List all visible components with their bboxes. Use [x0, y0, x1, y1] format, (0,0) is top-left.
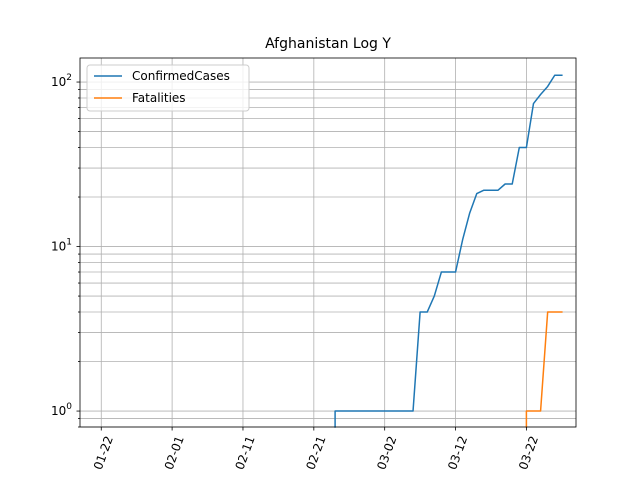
legend-label: Fatalities — [132, 91, 186, 105]
x-tick-label: 03-02 — [374, 434, 399, 472]
series-line-fatalities — [525, 311, 563, 428]
y-tick-label: 100 — [51, 402, 72, 418]
legend-box — [86, 64, 250, 112]
y-tick-label: 102 — [51, 73, 72, 89]
x-tick-label: 03-22 — [516, 434, 541, 472]
x-tick-label: 03-12 — [445, 434, 470, 472]
plot-frame — [79, 57, 577, 428]
series-layer — [334, 74, 563, 428]
x-tick-label: 02-01 — [162, 434, 187, 472]
x-tick-label: 02-21 — [303, 434, 328, 472]
x-tick-label: 01-22 — [91, 434, 116, 472]
y-tick-label: 101 — [51, 238, 72, 254]
legend-label: ConfirmedCases — [132, 69, 230, 83]
chart-title: Afghanistan Log Y — [265, 36, 391, 52]
series-line-confirmedcases — [334, 74, 563, 428]
x-tick-label: 02-11 — [233, 434, 258, 472]
grid — [80, 58, 576, 428]
legend: ConfirmedCases Fatalities — [86, 64, 250, 112]
